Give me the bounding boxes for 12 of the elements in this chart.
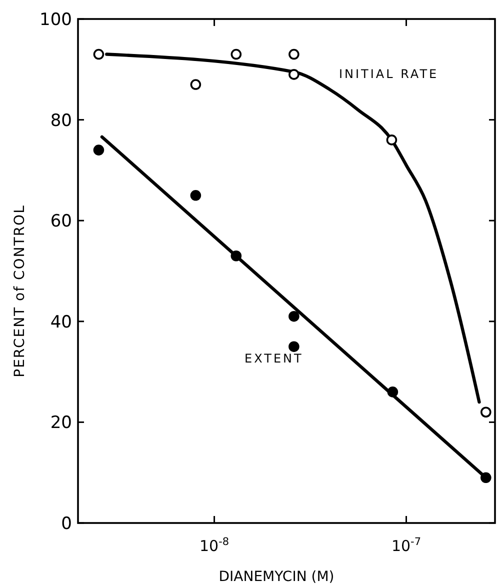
text: EXTENT — [244, 351, 304, 366]
y-tick-label: 60 — [50, 212, 72, 232]
x-tick-label: 10$^{-8}$ — [199, 536, 230, 555]
y-tick-label: 40 — [50, 312, 72, 332]
y-tick-label: 100 — [40, 10, 72, 30]
y-tick-label: 0 — [61, 514, 72, 534]
y-tick-label: 20 — [50, 413, 72, 434]
series-label: INITIAL RATE — [338, 66, 439, 81]
y-axis-title: PERCENT of CONTROL — [12, 204, 28, 378]
y-tick-label: 80 — [50, 110, 72, 131]
x-tick-label: 10$^{-7}$ — [391, 536, 422, 555]
x-axis-title: DIANEMYCIN (M) — [218, 569, 334, 585]
